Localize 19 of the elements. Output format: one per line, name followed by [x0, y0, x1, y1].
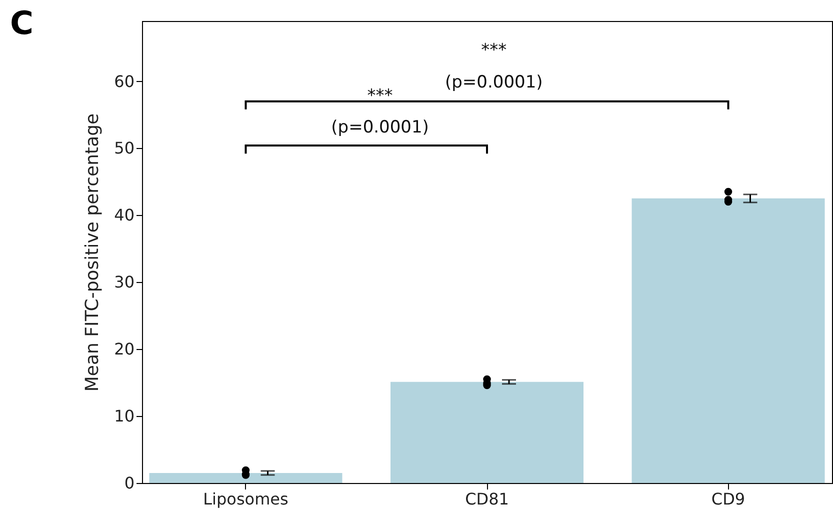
- y-tick-label: 30: [114, 272, 134, 292]
- annotation: ***: [367, 86, 393, 106]
- text: C: [10, 4, 34, 42]
- y-tick-label: 40: [114, 206, 134, 225]
- x-tick-label: CD9: [711, 490, 746, 508]
- y-tick-label: 10: [114, 406, 134, 426]
- y-tick-label: 50: [114, 138, 134, 158]
- x-tick-label: CD81: [465, 490, 509, 508]
- y-axis-title: Mean FITC-positive percentage: [82, 113, 104, 392]
- bar: [390, 382, 584, 483]
- y-tick-label: 20: [114, 340, 134, 359]
- bar: [149, 472, 342, 483]
- y-tick-label: 60: [114, 72, 134, 91]
- x-tick-label: Liposomes: [203, 490, 288, 508]
- bar: [632, 198, 825, 483]
- annotation: (p=0.0001): [331, 117, 429, 138]
- annotation: (p=0.0001): [445, 72, 543, 92]
- annotation: ***: [481, 40, 507, 61]
- y-tick-label: 0: [124, 474, 134, 492]
